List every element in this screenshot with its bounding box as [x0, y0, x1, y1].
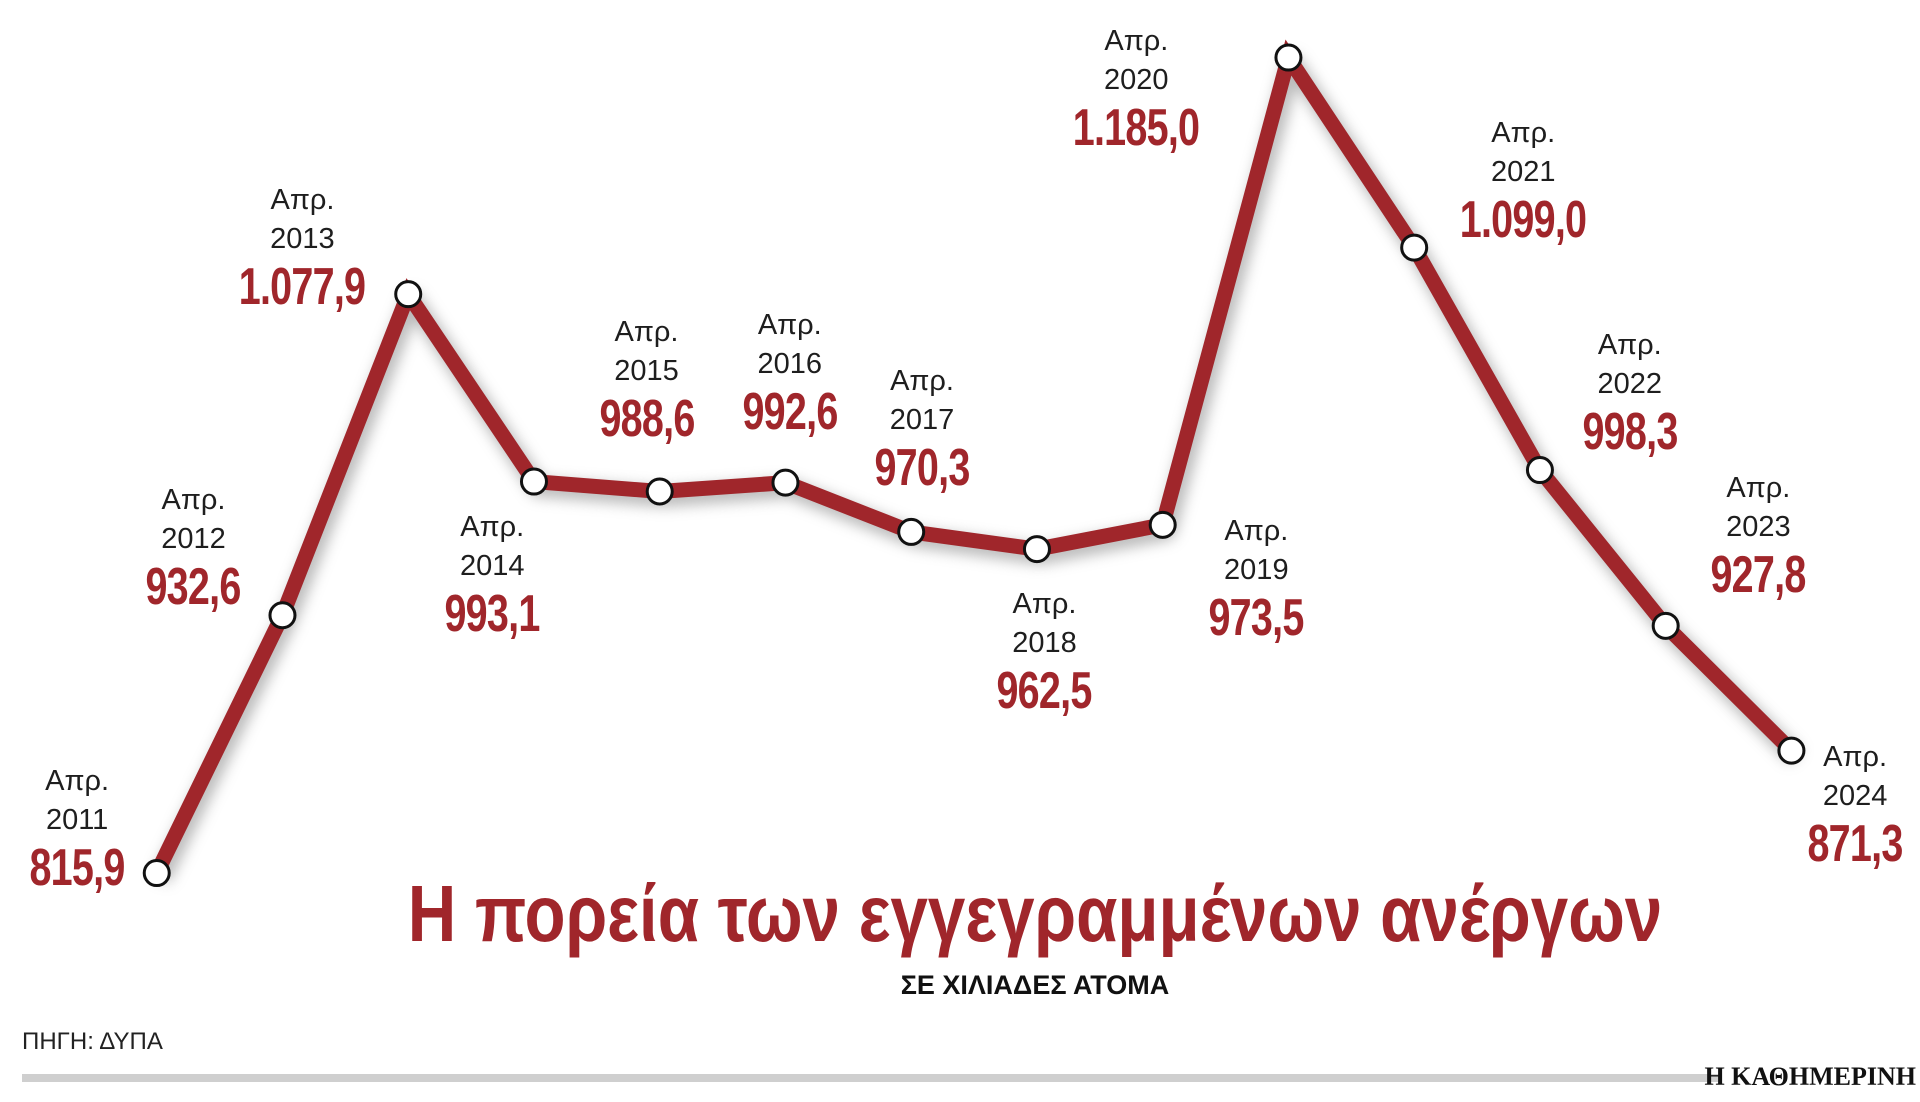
data-label: Απρ. 2018 962,5 — [982, 585, 1107, 719]
data-label: Απρ. 2016 992,6 — [727, 306, 852, 440]
value-label: 815,9 — [29, 838, 126, 897]
value-label: 1.099,0 — [1459, 190, 1587, 249]
marker — [1022, 535, 1051, 564]
value-label: 988,6 — [598, 390, 695, 449]
data-label: Απρ. 2023 927,8 — [1696, 469, 1821, 603]
marker — [1400, 233, 1429, 262]
marker — [645, 477, 674, 506]
category-label: Απρ. 2021 — [1490, 116, 1556, 188]
category-label: Απρ. 2013 — [270, 184, 335, 256]
data-label: Απρ. 2012 932,6 — [131, 481, 256, 615]
category-label: Απρ. 2024 — [1822, 741, 1888, 813]
category-label: Απρ. 2016 — [757, 309, 823, 381]
data-label: Απρ. 2021 1.099,0 — [1440, 114, 1607, 248]
data-label: Απρ. 2020 1.185,0 — [1053, 22, 1220, 156]
marker — [897, 517, 926, 546]
marker — [519, 467, 548, 496]
value-label: 970,3 — [874, 439, 970, 498]
value-label: 973,5 — [1208, 588, 1305, 647]
value-label: 932,6 — [145, 558, 242, 617]
category-label: Απρ. 2022 — [1597, 328, 1663, 400]
category-label: Απρ. 2020 — [1104, 25, 1169, 97]
chart-title: Η πορεία των εγγεγραμμένων ανέργων — [407, 869, 1663, 958]
category-label: Απρ. 2019 — [1224, 514, 1289, 586]
marker — [268, 601, 297, 630]
data-label: Απρ. 2014 993,1 — [430, 508, 555, 642]
marker — [394, 280, 423, 309]
marker — [142, 859, 171, 888]
data-label: Απρ. 2013 1.077,9 — [219, 181, 386, 315]
marker — [1777, 736, 1806, 765]
category-label: Απρ. 2014 — [459, 511, 525, 583]
data-label: Απρ. 2019 973,5 — [1194, 512, 1319, 646]
data-label: Απρ. 2015 988,6 — [584, 313, 709, 447]
value-label: 1.077,9 — [239, 258, 366, 317]
value-label: 927,8 — [1710, 545, 1807, 604]
category-label: Απρ. 2023 — [1726, 471, 1791, 543]
marker — [1274, 43, 1303, 72]
divider — [22, 1074, 1720, 1082]
chart-subtitle: ΣΕ ΧΙΛΙΑΔΕΣ ΑΤΟΜΑ — [900, 970, 1170, 1000]
value-label: 962,5 — [996, 662, 1093, 721]
marker — [1525, 456, 1554, 485]
data-label: Απρ. 2011 815,9 — [15, 762, 140, 896]
value-label: 998,3 — [1582, 402, 1678, 461]
data-label: Απρ. 2024 871,3 — [1793, 738, 1918, 872]
brand: Η ΚΑΘΗΜΕΡΙΝΗ — [1704, 1062, 1916, 1091]
category-label: Απρ. 2015 — [614, 316, 679, 388]
source: ΠΗΓΗ: ΔΥΠΑ — [22, 1028, 163, 1055]
value-label: 992,6 — [742, 383, 838, 442]
category-label: Απρ. 2011 — [45, 764, 110, 836]
data-label: Απρ. 2017 970,3 — [859, 362, 984, 496]
category-label: Απρ. 2017 — [889, 365, 955, 437]
marker — [771, 468, 800, 497]
data-label: Απρ. 2022 998,3 — [1567, 326, 1692, 460]
marker — [1148, 510, 1177, 539]
value-label: 1.185,0 — [1073, 99, 1200, 158]
value-label: 993,1 — [444, 585, 541, 644]
marker — [1651, 611, 1680, 640]
value-label: 871,3 — [1807, 815, 1904, 874]
category-label: Απρ. 2012 — [161, 484, 226, 556]
category-label: Απρ. 2018 — [1012, 588, 1077, 660]
line — [149, 39, 1797, 877]
